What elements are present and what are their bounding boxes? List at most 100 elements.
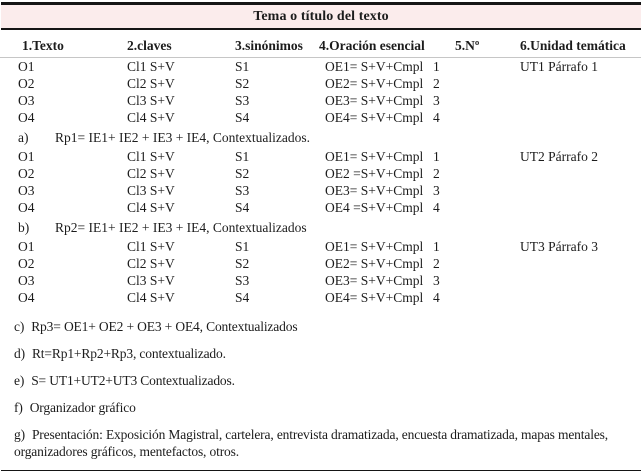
cell-claves: Cl2 S+V — [127, 76, 175, 91]
cell-numero: 4 — [433, 110, 440, 125]
cell-sinonimos: S3 — [235, 183, 250, 198]
cell-oracion-esencial: OE1= S+V+Cmpl — [325, 59, 424, 74]
cell-numero: 3 — [433, 183, 440, 198]
column-header-claves: 2.claves — [127, 38, 172, 53]
column-header-oracion-esencial: 4.Oración esencial — [319, 38, 425, 53]
cell-numero: 3 — [433, 93, 440, 108]
table-row: O3 Cl3 S+V S3 OE3= S+V+Cmpl 3 — [0, 92, 642, 109]
cell-texto: O1 — [18, 59, 35, 74]
table-row: O2 Cl2 S+V S2 OE2= S+V+Cmpl 2 — [0, 75, 642, 92]
cell-unidad-tematica — [520, 109, 642, 126]
cell-texto: O2 — [18, 166, 35, 181]
cell-sinonimos: S3 — [235, 93, 250, 108]
cell-sinonimos: S4 — [235, 200, 250, 215]
cell-claves: Cl3 S+V — [127, 183, 175, 198]
cell-claves: Cl2 S+V — [127, 256, 175, 271]
cell-numero: 4 — [433, 290, 440, 305]
table-row: O4 Cl4 S+V S4 OE4 =S+V+Cmpl 4 — [0, 199, 642, 216]
note-letter: b) — [18, 220, 30, 235]
block-2: O1 Cl1 S+V S1 OE1= S+V+Cmpl 1 UT2 Párraf… — [0, 148, 642, 236]
cell-oracion-esencial: OE3= S+V+Cmpl — [325, 183, 424, 198]
cell-unidad-tematica — [520, 289, 642, 306]
footnote-letter: c) — [14, 319, 25, 334]
cell-unidad-tematica: UT3 Párrafo 3 — [520, 239, 598, 254]
column-header-sinonimos: 3.sinónimos — [235, 38, 303, 53]
block-note-a: a) Rp1= IE1+ IE2 + IE3 + IE4, Contextual… — [0, 129, 642, 146]
cell-unidad-tematica — [520, 92, 642, 109]
table-title-band: Tema o título del texto — [1, 2, 641, 30]
cell-numero: 1 — [433, 59, 440, 74]
cell-sinonimos: S1 — [235, 149, 250, 164]
cell-sinonimos: S2 — [235, 256, 250, 271]
cell-unidad-tematica — [520, 165, 642, 182]
footnotes-section: c) Rp3= OE1+ OE2 + OE3 + OE4, Contextuali… — [0, 318, 642, 460]
cell-numero: 3 — [433, 273, 440, 288]
cell-texto: O2 — [18, 256, 35, 271]
footnote-e: e) S= UT1+UT2+UT3 Contextualizados. — [14, 372, 628, 389]
footnote-letter: f) — [14, 400, 23, 415]
cell-claves: Cl1 S+V — [127, 149, 175, 164]
cell-numero: 2 — [433, 256, 440, 271]
cell-oracion-esencial: OE1= S+V+Cmpl — [325, 239, 424, 254]
cell-texto: O4 — [18, 110, 35, 125]
cell-sinonimos: S1 — [235, 239, 250, 254]
cell-texto: O3 — [18, 273, 35, 288]
table-row: O1 Cl1 S+V S1 OE1= S+V+Cmpl 1 UT1 Párraf… — [0, 58, 642, 75]
column-header-texto: 1.Texto — [22, 38, 64, 53]
table-row: O2 Cl2 S+V S2 OE2 =S+V+Cmpl 2 — [0, 165, 642, 182]
table-row: O1 Cl1 S+V S1 OE1= S+V+Cmpl 1 UT3 Párraf… — [0, 238, 642, 255]
cell-unidad-tematica — [520, 75, 642, 92]
footnote-d: d) Rt=Rp1+Rp2+Rp3, contextualizado. — [14, 345, 628, 362]
cell-texto: O3 — [18, 93, 35, 108]
note-text: Rp1= IE1+ IE2 + IE3 + IE4, Contextualiza… — [55, 130, 311, 145]
column-header-unidad-tematica: 6.Unidad temática — [520, 38, 626, 53]
cell-oracion-esencial: OE3= S+V+Cmpl — [325, 273, 424, 288]
cell-sinonimos: S2 — [235, 76, 250, 91]
table-row: O2 Cl2 S+V S2 OE2= S+V+Cmpl 2 — [0, 255, 642, 272]
footnote-letter: e) — [14, 373, 25, 388]
block-note-b: b) Rp2= IE1+ IE2 + IE3 + IE4, Contextual… — [0, 219, 642, 236]
cell-claves: Cl4 S+V — [127, 200, 175, 215]
table-row: O3 Cl3 S+V S3 OE3= S+V+Cmpl 3 — [0, 272, 642, 289]
footnote-text: Organizador gráfico — [29, 400, 136, 415]
note-letter: a) — [18, 130, 29, 145]
cell-claves: Cl4 S+V — [127, 110, 175, 125]
footnote-c: c) Rp3= OE1+ OE2 + OE3 + OE4, Contextuali… — [14, 318, 628, 335]
cell-texto: O4 — [18, 290, 35, 305]
cell-sinonimos: S1 — [235, 59, 250, 74]
cell-oracion-esencial: OE3= S+V+Cmpl — [325, 93, 424, 108]
cell-claves: Cl1 S+V — [127, 59, 175, 74]
table-row: O4 Cl4 S+V S4 OE4= S+V+Cmpl 4 — [0, 289, 642, 306]
cell-oracion-esencial: OE1= S+V+Cmpl — [325, 149, 424, 164]
cell-unidad-tematica — [520, 255, 642, 272]
footnote-text: Presentación: Exposición Magistral, cart… — [14, 427, 609, 459]
footnote-text: Rt=Rp1+Rp2+Rp3, contextualizado. — [31, 346, 226, 361]
table-row: O1 Cl1 S+V S1 OE1= S+V+Cmpl 1 UT2 Párraf… — [0, 148, 642, 165]
cell-claves: Cl3 S+V — [127, 273, 175, 288]
block-1: O1 Cl1 S+V S1 OE1= S+V+Cmpl 1 UT1 Párraf… — [0, 58, 642, 146]
cell-claves: Cl1 S+V — [127, 239, 175, 254]
cell-texto: O2 — [18, 76, 35, 91]
cell-claves: Cl2 S+V — [127, 166, 175, 181]
cell-oracion-esencial: OE2= S+V+Cmpl — [325, 256, 424, 271]
cell-sinonimos: S4 — [235, 110, 250, 125]
cell-oracion-esencial: OE4= S+V+Cmpl — [325, 110, 424, 125]
cell-texto: O3 — [18, 183, 35, 198]
cell-unidad-tematica — [520, 199, 642, 216]
cell-unidad-tematica — [520, 182, 642, 199]
table-row: O3 Cl3 S+V S3 OE3= S+V+Cmpl 3 — [0, 182, 642, 199]
cell-texto: O4 — [18, 200, 35, 215]
cell-claves: Cl3 S+V — [127, 93, 175, 108]
cell-oracion-esencial: OE4= S+V+Cmpl — [325, 290, 424, 305]
footnote-letter: d) — [14, 346, 25, 361]
cell-oracion-esencial: OE4 =S+V+Cmpl — [325, 200, 424, 215]
cell-sinonimos: S3 — [235, 273, 250, 288]
column-header-numero: 5.Nº — [455, 38, 480, 53]
cell-unidad-tematica — [520, 272, 642, 289]
cell-texto: O1 — [18, 149, 35, 164]
column-header-row: 1.Texto 2.claves 3.sinónimos 4.Oración e… — [0, 37, 641, 58]
table-row: O4 Cl4 S+V S4 OE4= S+V+Cmpl 4 — [0, 109, 642, 126]
cell-sinonimos: S4 — [235, 290, 250, 305]
cell-unidad-tematica: UT2 Párrafo 2 — [520, 149, 598, 164]
